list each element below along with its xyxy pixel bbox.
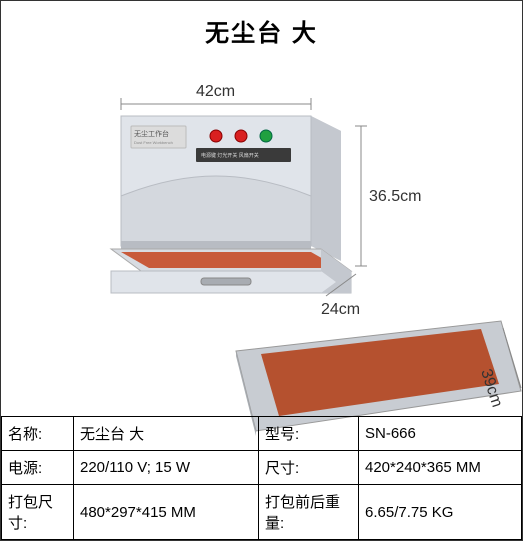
cell-weight-value: 6.65/7.75 KG xyxy=(359,485,522,540)
dim-height: 36.5cm xyxy=(369,188,421,205)
device-label-text: 无尘工作台 xyxy=(134,129,169,138)
dim-width: 42cm xyxy=(196,83,235,100)
device-label-sub: Dust Free Workbench xyxy=(134,140,173,145)
cell-model-label: 型号: xyxy=(259,417,359,451)
cell-size-value: 420*240*365 MM xyxy=(359,451,522,485)
cell-power-label: 电源: xyxy=(2,451,74,485)
cell-model-value: SN-666 xyxy=(359,417,522,451)
drawer-handle xyxy=(201,278,251,285)
work-mat xyxy=(121,252,339,268)
button-light xyxy=(235,130,247,142)
product-image-area: 42cm 无尘工作台 Dust Free Workbench 电源键 灯光开关 … xyxy=(1,56,522,436)
cell-power-value: 220/110 V; 15 W xyxy=(74,451,259,485)
device-side xyxy=(311,116,341,261)
cell-weight-label: 打包前后重量: xyxy=(259,485,359,540)
cell-pack-label: 打包尺寸: xyxy=(2,485,74,540)
product-illustration: 42cm 无尘工作台 Dust Free Workbench 电源键 灯光开关 … xyxy=(1,56,523,436)
hood-opening xyxy=(121,176,311,246)
table-row: 电源: 220/110 V; 15 W 尺寸: 420*240*365 MM xyxy=(2,451,522,485)
cell-name-value: 无尘台 大 xyxy=(74,417,259,451)
button-fan xyxy=(260,130,272,142)
spec-table: 名称: 无尘台 大 型号: SN-666 电源: 220/110 V; 15 W… xyxy=(1,416,522,540)
button-power xyxy=(210,130,222,142)
cell-name-label: 名称: xyxy=(2,417,74,451)
dim-depth: 24cm xyxy=(321,301,360,318)
svg-text:电源键 灯光开关 风扇开关: 电源键 灯光开关 风扇开关 xyxy=(201,152,259,159)
cell-pack-value: 480*297*415 MM xyxy=(74,485,259,540)
product-sheet: 无尘台 大 42cm 无尘工作台 Dust Free Workbench xyxy=(0,0,523,541)
table-row: 名称: 无尘台 大 型号: SN-666 xyxy=(2,417,522,451)
cell-size-label: 尺寸: xyxy=(259,451,359,485)
table-row: 打包尺寸: 480*297*415 MM 打包前后重量: 6.65/7.75 K… xyxy=(2,485,522,540)
page-title: 无尘台 大 xyxy=(1,1,522,56)
